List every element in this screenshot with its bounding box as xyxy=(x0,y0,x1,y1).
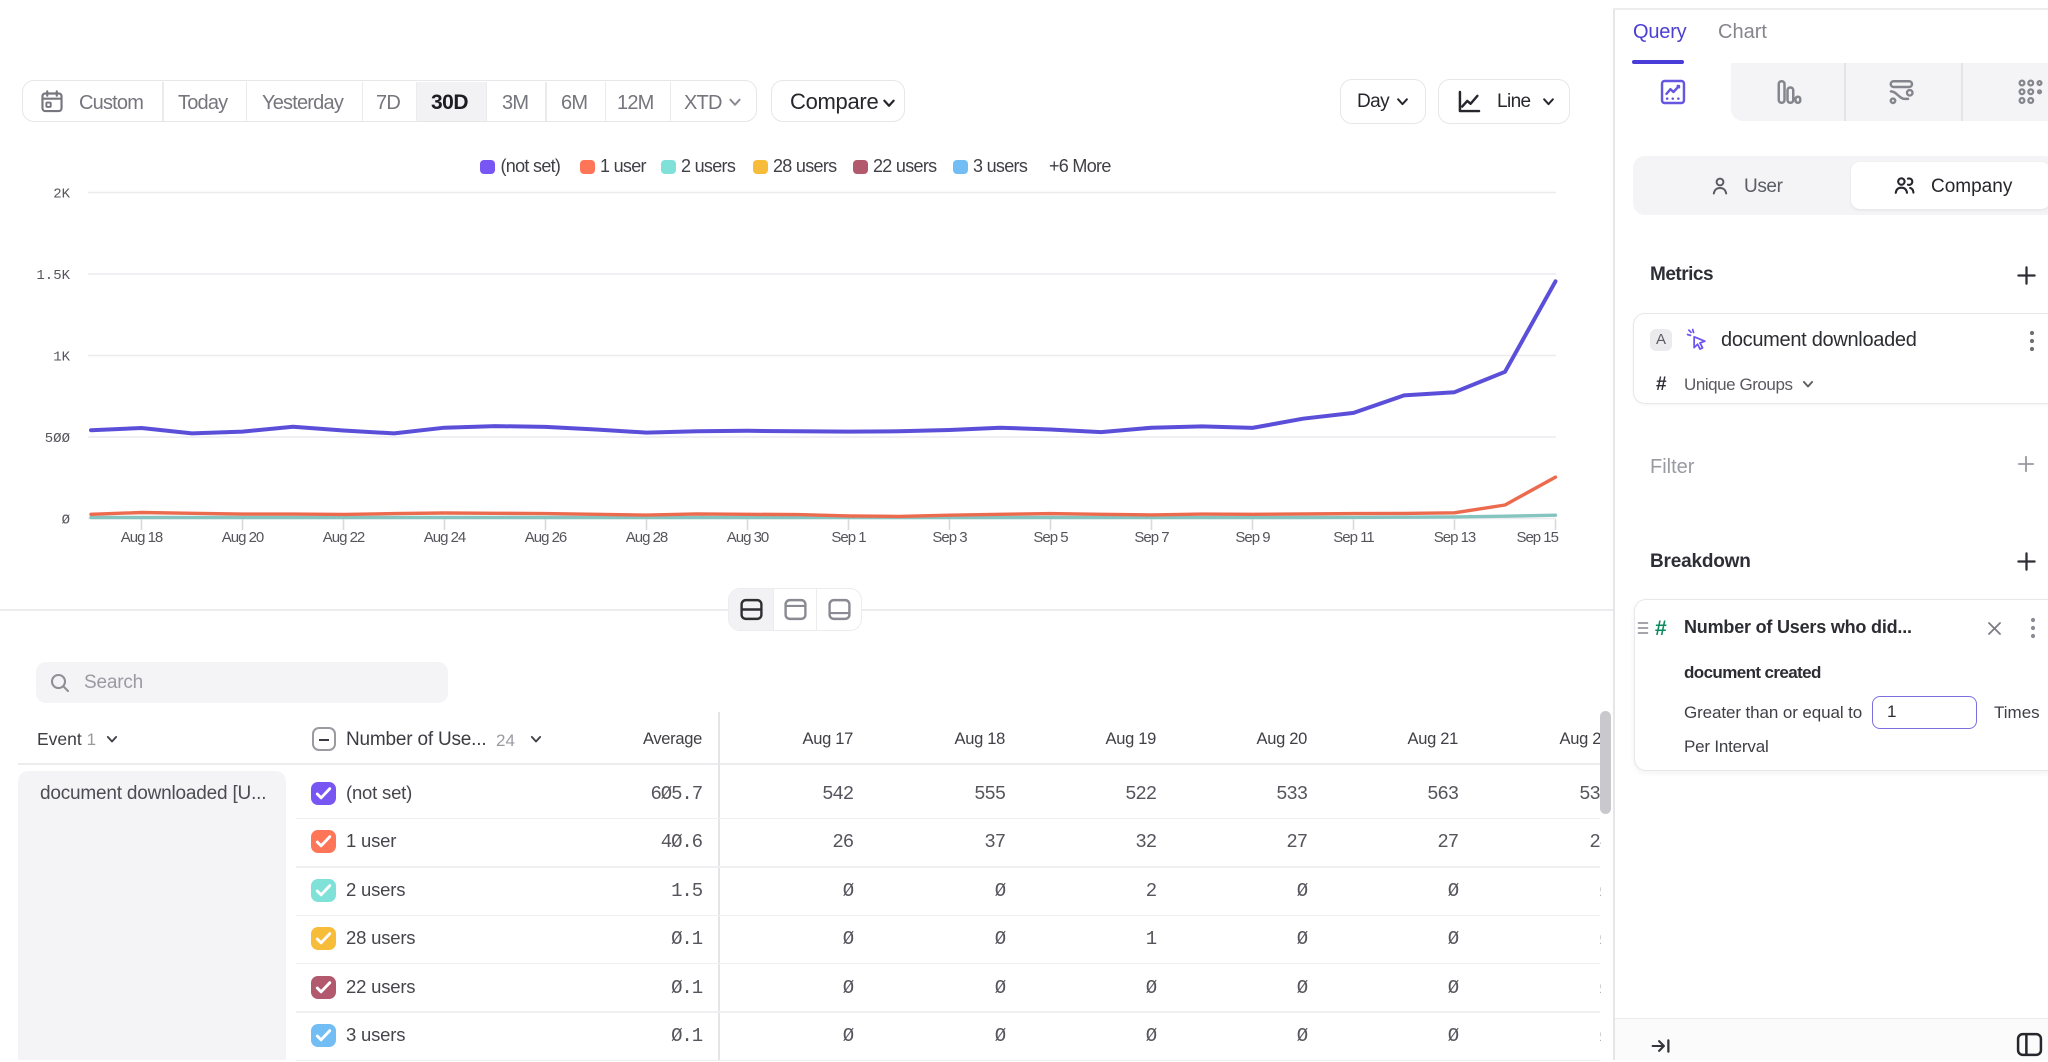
svg-text:Sep 9: Sep 9 xyxy=(1235,529,1270,546)
svg-text:Aug 30: Aug 30 xyxy=(727,529,769,546)
svg-text:Aug 18: Aug 18 xyxy=(121,529,163,546)
svg-text:Aug 28: Aug 28 xyxy=(626,529,668,546)
svg-text:Sep 13: Sep 13 xyxy=(1434,529,1476,546)
svg-text:2K: 2K xyxy=(53,187,70,203)
svg-text:Aug 26: Aug 26 xyxy=(525,529,567,546)
svg-text:1K: 1K xyxy=(53,350,70,366)
svg-text:Sep 3: Sep 3 xyxy=(932,529,967,546)
svg-text:Aug 22: Aug 22 xyxy=(323,529,365,546)
svg-text:Aug 20: Aug 20 xyxy=(222,529,264,546)
svg-text:Aug 24: Aug 24 xyxy=(424,529,466,546)
svg-text:Sep 11: Sep 11 xyxy=(1333,529,1374,546)
svg-text:Ø: Ø xyxy=(62,513,70,529)
svg-text:Sep 1: Sep 1 xyxy=(831,529,866,546)
svg-text:1.5K: 1.5K xyxy=(36,268,70,284)
svg-text:Sep 5: Sep 5 xyxy=(1033,529,1068,546)
svg-text:Sep 15: Sep 15 xyxy=(1516,529,1558,546)
svg-text:5ØØ: 5ØØ xyxy=(45,431,70,447)
svg-text:Sep 7: Sep 7 xyxy=(1134,529,1169,546)
